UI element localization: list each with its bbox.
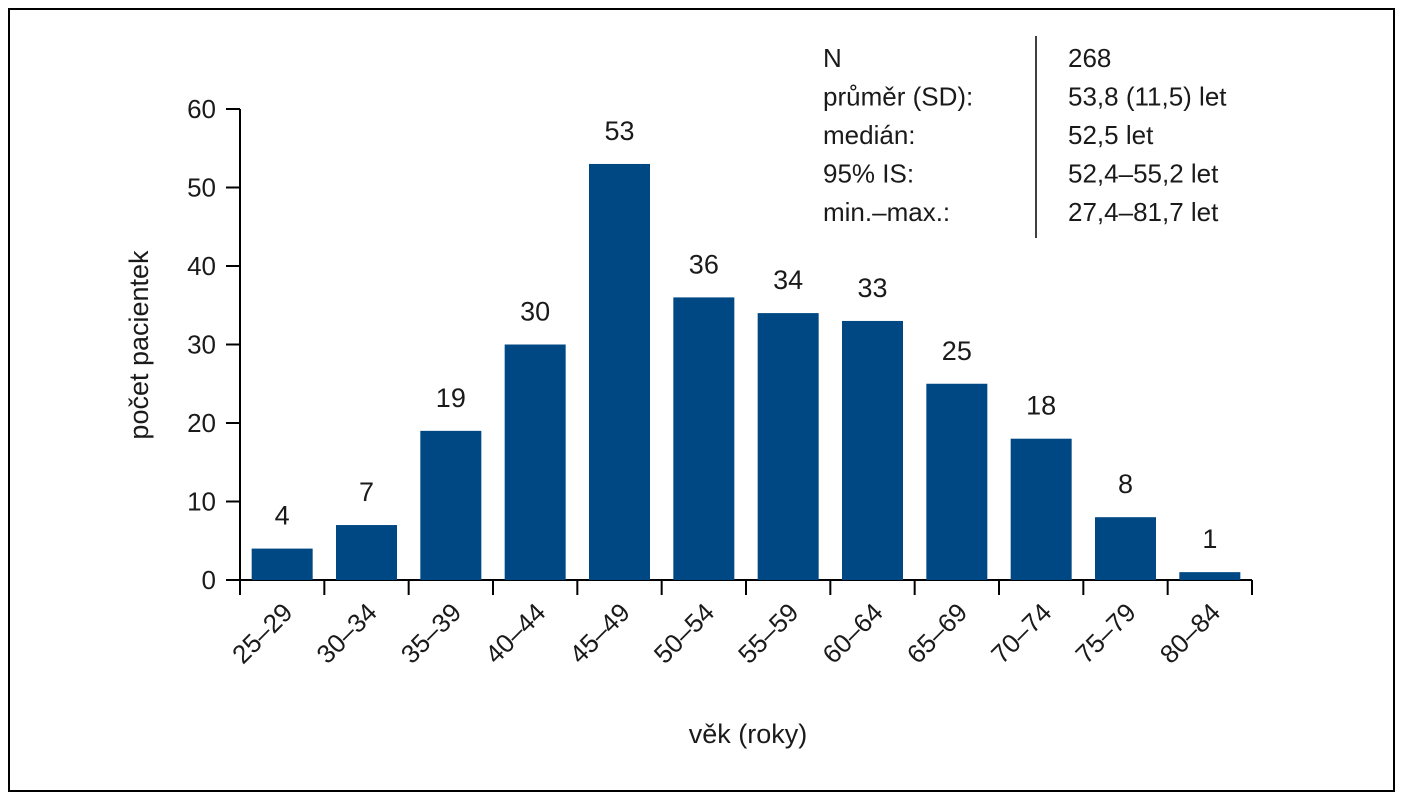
y-tick-label: 30	[187, 330, 216, 360]
y-axis-title: počet pacientek	[124, 250, 154, 440]
bar-35–39	[420, 430, 482, 580]
bars	[251, 163, 1241, 580]
data-label: 19	[436, 383, 466, 413]
x-tick-label: 40–44	[479, 597, 551, 669]
y-ticks: 0 10 20 30 40 50 60	[187, 94, 240, 595]
x-axis-title: věk (roky)	[689, 719, 808, 749]
bar-40–44	[504, 344, 566, 580]
statistics-label: min.–max.:	[823, 197, 950, 227]
x-tick-label: 65–69	[901, 597, 973, 669]
data-label: 4	[275, 501, 290, 531]
statistics-value: 268	[1068, 43, 1111, 73]
bar-70–74	[1010, 438, 1072, 580]
y-tick-label: 0	[202, 565, 216, 595]
data-label: 8	[1118, 469, 1133, 499]
x-tick-label: 70–74	[985, 597, 1057, 669]
x-tick-label: 60–64	[816, 597, 888, 669]
statistics-label: průměr (SD):	[823, 82, 973, 112]
x-ticks	[239, 580, 1253, 595]
x-tick-label: 45–49	[563, 597, 635, 669]
statistics-label: medián:	[823, 120, 916, 150]
statistics-value: 53,8 (11,5) let	[1068, 82, 1227, 112]
x-tick-label: 80–84	[1154, 597, 1226, 669]
data-label: 1	[1202, 524, 1217, 554]
bar-45–49	[589, 163, 650, 580]
statistics-label: 95% IS:	[823, 159, 914, 189]
statistics-value: 52,4–55,2 let	[1068, 159, 1219, 189]
bar-80–84	[1179, 572, 1241, 580]
x-tick-label: 75–79	[1069, 597, 1141, 669]
x-tick-label: 30–34	[310, 597, 382, 669]
y-tick-label: 60	[187, 94, 216, 124]
data-labels: 4 7 19 30 53 36 34 33 25 18 8 1	[275, 116, 1218, 554]
statistics-label: N	[823, 43, 842, 73]
data-label: 53	[604, 116, 634, 146]
bar-60–64	[842, 320, 903, 580]
bar-55–59	[757, 313, 819, 580]
data-label: 7	[359, 477, 374, 507]
bar-65–69	[926, 383, 988, 580]
statistics-value: 27,4–81,7 let	[1068, 197, 1219, 227]
bar-30–34	[336, 525, 397, 580]
x-tick-label: 25–29	[226, 597, 298, 669]
data-label: 25	[942, 336, 972, 366]
data-label: 36	[689, 249, 719, 279]
statistics-value: 52,5 let	[1068, 120, 1154, 150]
data-label: 34	[773, 265, 803, 295]
x-tick-label: 35–39	[395, 597, 467, 669]
data-label: 18	[1026, 391, 1056, 421]
y-tick-label: 20	[187, 408, 216, 438]
y-tick-label: 10	[187, 487, 216, 517]
x-tick-labels: 25–29 30–34 35–39 40–44 45–49 50–54 55–59 60–64…	[226, 597, 1226, 669]
x-tick-label: 55–59	[732, 597, 804, 669]
y-tick-label: 40	[187, 251, 216, 281]
statistics-table: N 268 průměr (SD): 53,8 (11,5) let medián: 52…	[823, 36, 1227, 238]
bar-75–79	[1095, 517, 1156, 580]
data-label: 33	[857, 273, 887, 303]
y-tick-label: 50	[187, 173, 216, 203]
data-label: 30	[520, 297, 550, 327]
bar-25–29	[251, 548, 313, 580]
bar-50–54	[673, 297, 735, 580]
x-tick-label: 50–54	[648, 597, 720, 669]
